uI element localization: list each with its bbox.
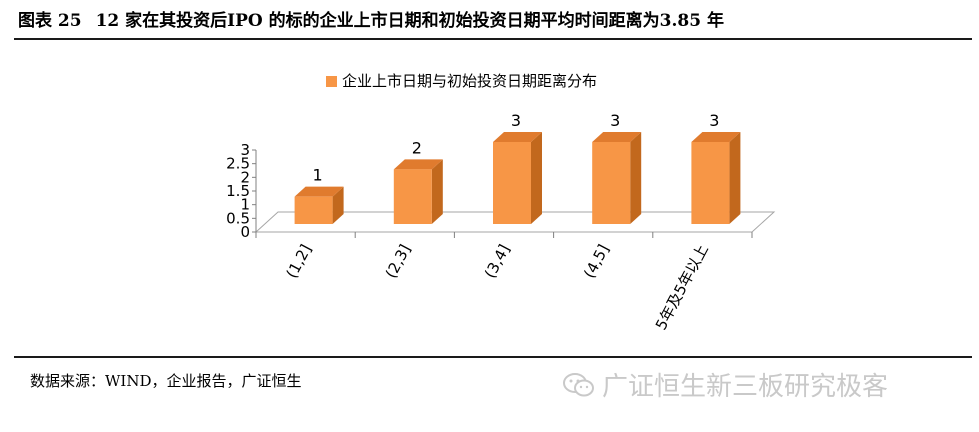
bar-top xyxy=(691,132,741,142)
category-label: 5年及5年以上 xyxy=(652,241,712,333)
bar xyxy=(691,142,730,224)
y-tick-label: 0.5 xyxy=(226,209,250,227)
bar-top xyxy=(393,159,443,170)
wechat-icon xyxy=(563,372,594,396)
legend-swatch xyxy=(326,76,337,87)
category-label: (2,3] xyxy=(382,241,415,281)
bar-top xyxy=(493,132,542,142)
bar-side xyxy=(630,132,642,224)
category-label: (1,2] xyxy=(283,241,316,281)
bar-side xyxy=(729,132,741,224)
bar-side xyxy=(531,132,542,224)
bar-top xyxy=(592,132,642,142)
watermark: 广证恒生新三板研究极客 xyxy=(562,366,888,403)
watermark-text: 广证恒生新三板研究极客 xyxy=(602,372,889,402)
figure-title: 图表 25 12 家在其投资后IPO 的标的企业上市日期和初始投资日期平均时间距离… xyxy=(18,6,724,31)
data-label: 1 xyxy=(313,166,323,185)
chart-bars xyxy=(294,132,741,224)
source-note: 数据来源：WIND，企业报告，广证恒生 xyxy=(30,372,302,390)
chart-legend: 企业上市日期与初始投资日期距离分布 xyxy=(326,72,597,90)
bar xyxy=(493,142,531,224)
bar-side xyxy=(431,159,443,224)
y-tick-label: 3 xyxy=(240,141,250,159)
bar-side xyxy=(332,186,344,224)
data-label: 3 xyxy=(709,111,719,130)
category-label: (4,5] xyxy=(580,241,613,281)
y-tick-label: 1 xyxy=(240,196,250,214)
y-tick-label: 0 xyxy=(240,223,250,241)
bar-top xyxy=(294,186,344,197)
data-label: 2 xyxy=(412,138,422,157)
top-rule xyxy=(14,38,972,40)
figure-title-text: 12 家在其投资后IPO 的标的企业上市日期和初始投资日期平均时间距离为3.85… xyxy=(95,11,724,31)
y-tick-label: 2 xyxy=(240,168,250,186)
y-tick-label: 1.5 xyxy=(226,182,250,200)
chart-axes: 00.511.522.53 xyxy=(226,141,753,241)
category-label: (3,4] xyxy=(481,241,514,281)
legend-label: 企业上市日期与初始投资日期距离分布 xyxy=(342,72,597,90)
figure-label: 图表 25 xyxy=(18,11,82,31)
bar xyxy=(294,196,333,224)
data-label: 3 xyxy=(610,111,620,130)
bottom-rule xyxy=(14,356,972,358)
data-label: 3 xyxy=(511,111,521,130)
bar xyxy=(592,142,631,224)
bar xyxy=(393,169,432,224)
y-tick-label: 2.5 xyxy=(226,155,250,173)
